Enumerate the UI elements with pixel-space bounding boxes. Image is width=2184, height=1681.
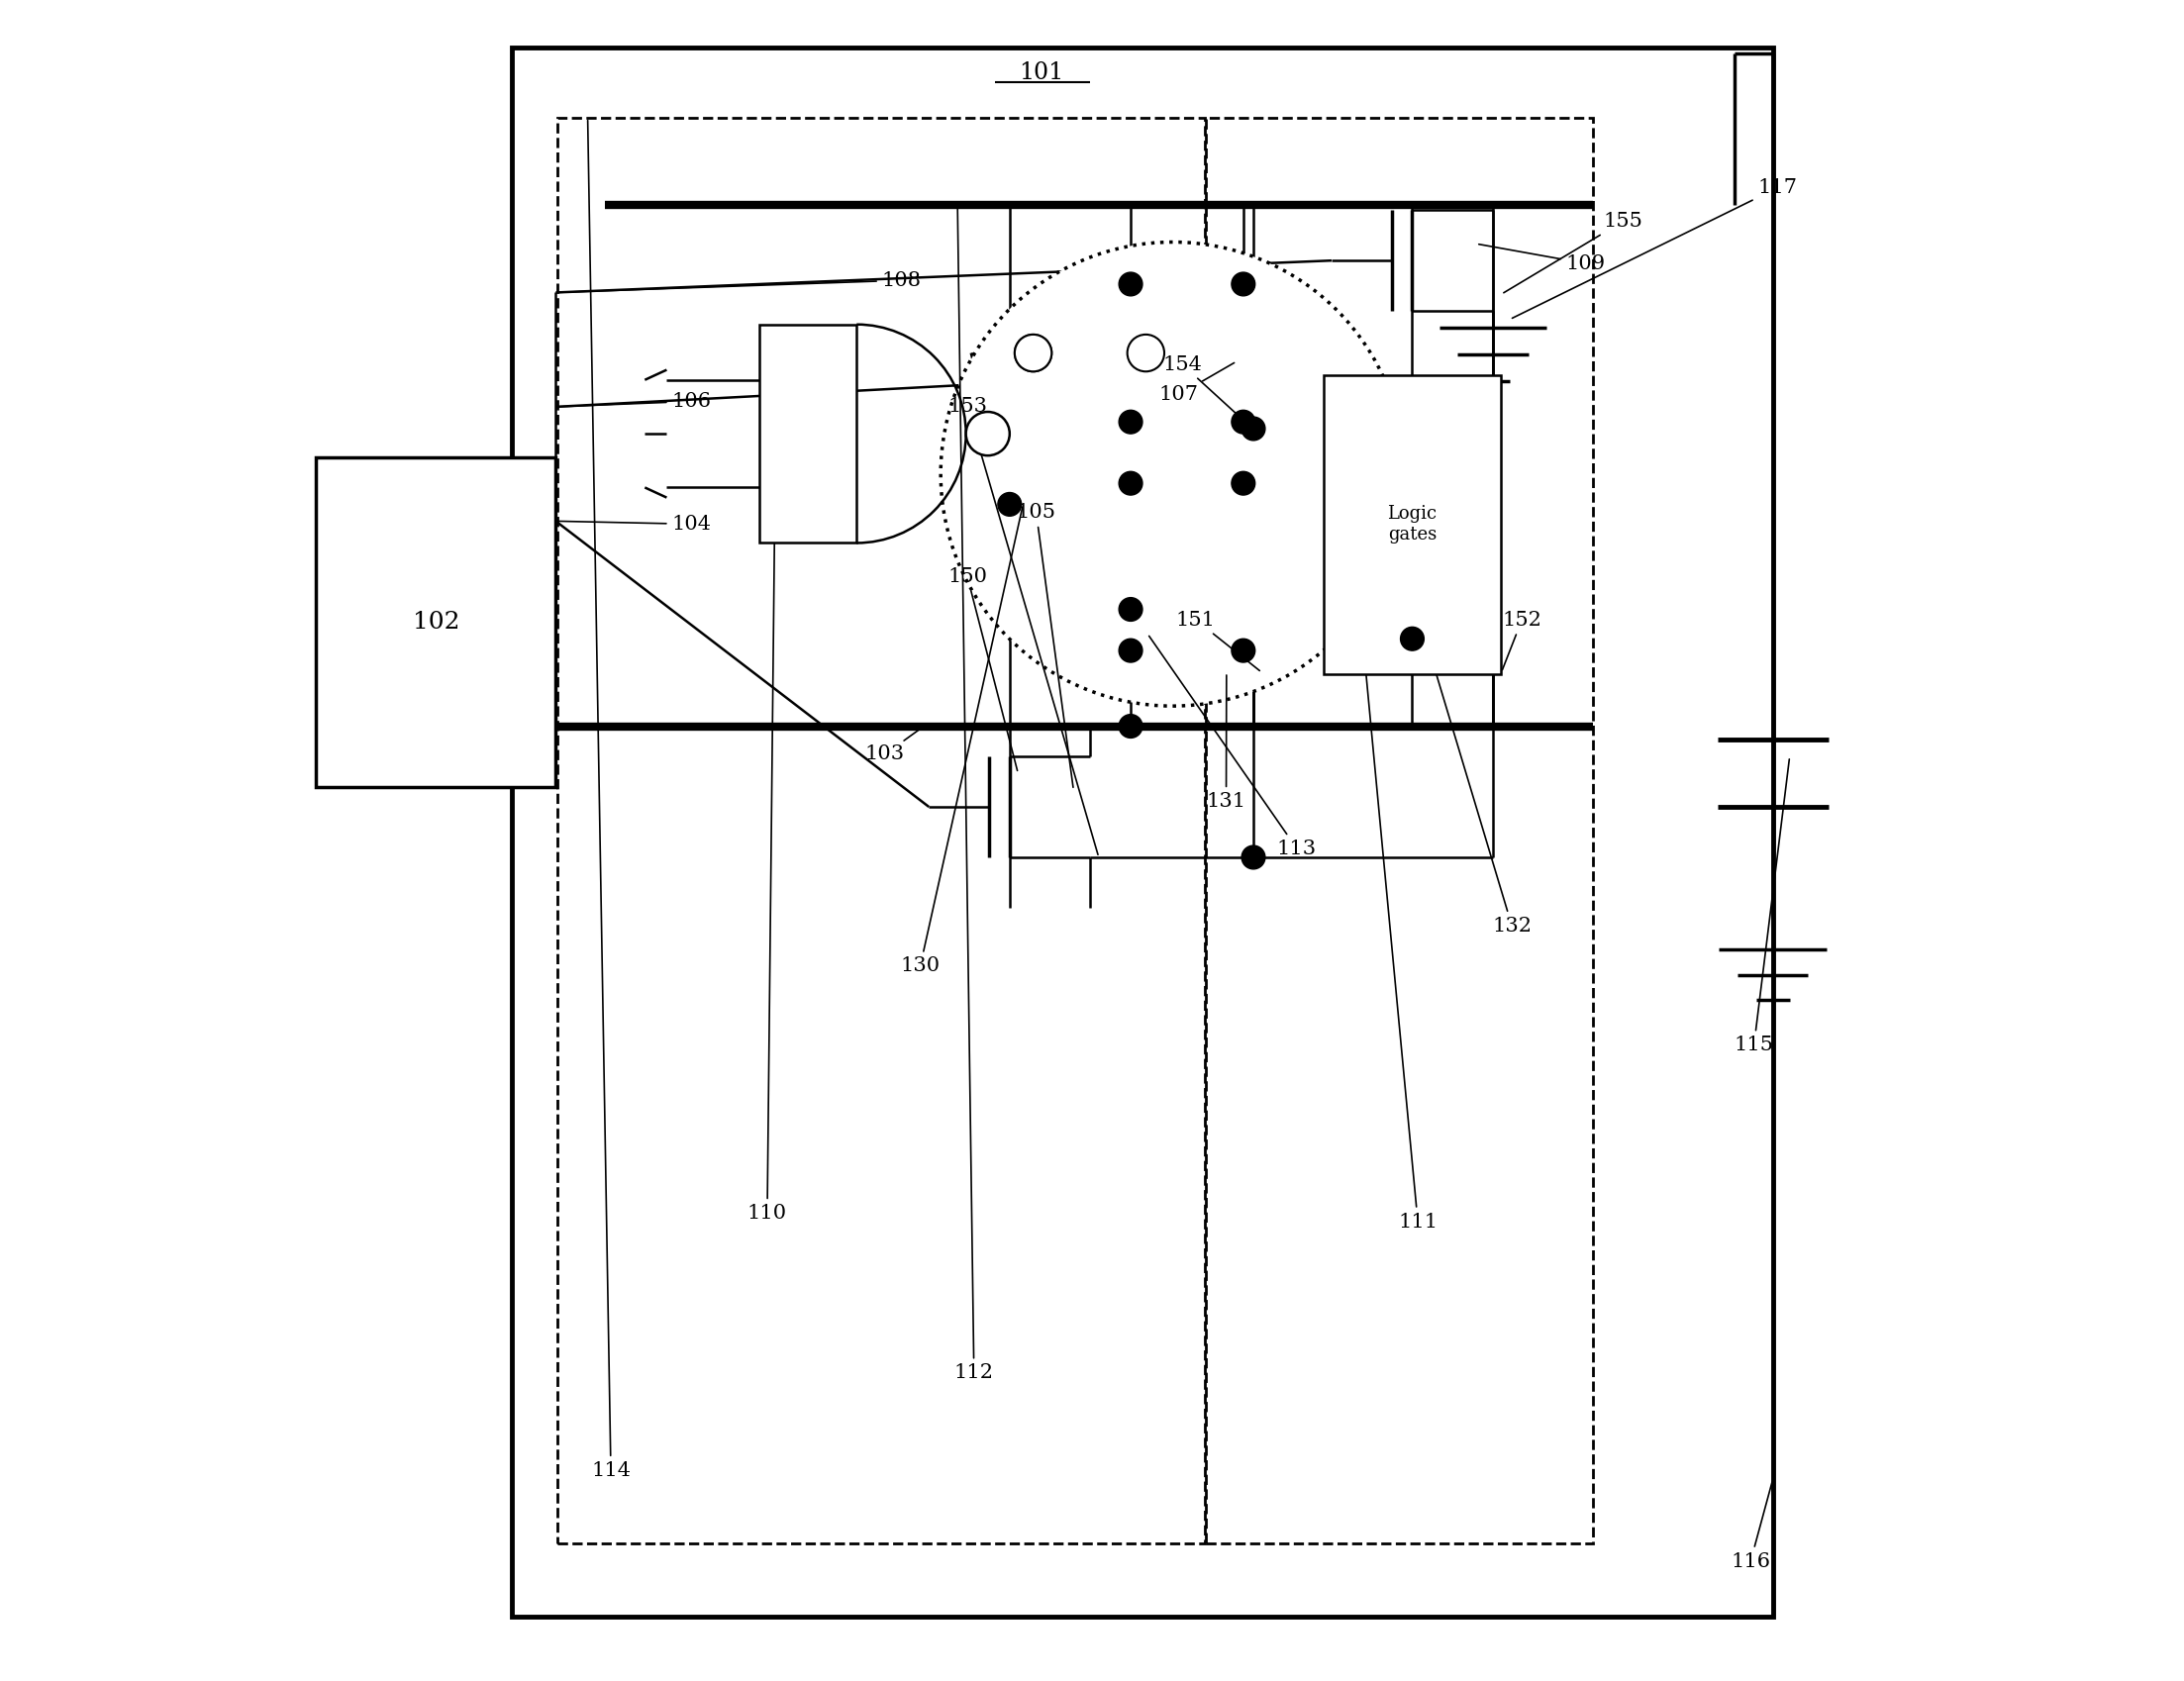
Circle shape [1118, 410, 1142, 434]
Text: 102: 102 [413, 610, 461, 634]
Text: 103: 103 [865, 728, 922, 763]
Circle shape [1232, 272, 1256, 296]
Text: 108: 108 [559, 271, 922, 292]
Circle shape [1232, 472, 1256, 494]
Bar [760, 324, 856, 543]
Text: 111: 111 [1341, 410, 1437, 1230]
Text: 104: 104 [559, 514, 712, 533]
Circle shape [1118, 639, 1142, 662]
Text: 155: 155 [1505, 212, 1642, 292]
Bar [1206, 118, 1592, 1543]
Bar [314, 457, 555, 787]
Circle shape [1243, 417, 1265, 440]
Text: 109: 109 [1479, 244, 1605, 272]
Text: 153: 153 [948, 397, 1099, 854]
Circle shape [1118, 472, 1142, 494]
Bar [511, 47, 1773, 1617]
Bar [557, 118, 1206, 1543]
Text: 152: 152 [1503, 610, 1542, 669]
Text: 130: 130 [900, 508, 1022, 975]
Circle shape [1118, 272, 1142, 296]
Text: 131: 131 [1206, 676, 1247, 810]
Text: Logic
gates: Logic gates [1387, 506, 1437, 543]
Text: 115: 115 [1734, 760, 1789, 1054]
Circle shape [1400, 627, 1424, 651]
Bar [1324, 375, 1500, 674]
Text: 101: 101 [1020, 61, 1064, 84]
Circle shape [1232, 639, 1256, 662]
Circle shape [1243, 846, 1265, 869]
Text: 151: 151 [1175, 610, 1260, 671]
Text: 114: 114 [587, 121, 631, 1479]
Text: 106: 106 [559, 392, 712, 410]
Circle shape [965, 412, 1009, 456]
Circle shape [1118, 714, 1142, 738]
Text: 150: 150 [948, 566, 1018, 770]
Circle shape [1016, 335, 1053, 372]
Circle shape [998, 493, 1022, 516]
Text: 107: 107 [1160, 363, 1234, 403]
Circle shape [1127, 335, 1164, 372]
Circle shape [1232, 410, 1256, 434]
Text: 113: 113 [1149, 635, 1317, 857]
Text: 132: 132 [1426, 642, 1531, 935]
Text: 112: 112 [954, 208, 994, 1382]
Text: 116: 116 [1730, 1483, 1771, 1570]
Text: 110: 110 [747, 403, 786, 1222]
Text: 154: 154 [1162, 355, 1260, 435]
Text: 105: 105 [1016, 503, 1072, 787]
Circle shape [1118, 598, 1142, 622]
Text: 117: 117 [1511, 178, 1797, 318]
Circle shape [1016, 335, 1053, 372]
Circle shape [941, 242, 1404, 706]
